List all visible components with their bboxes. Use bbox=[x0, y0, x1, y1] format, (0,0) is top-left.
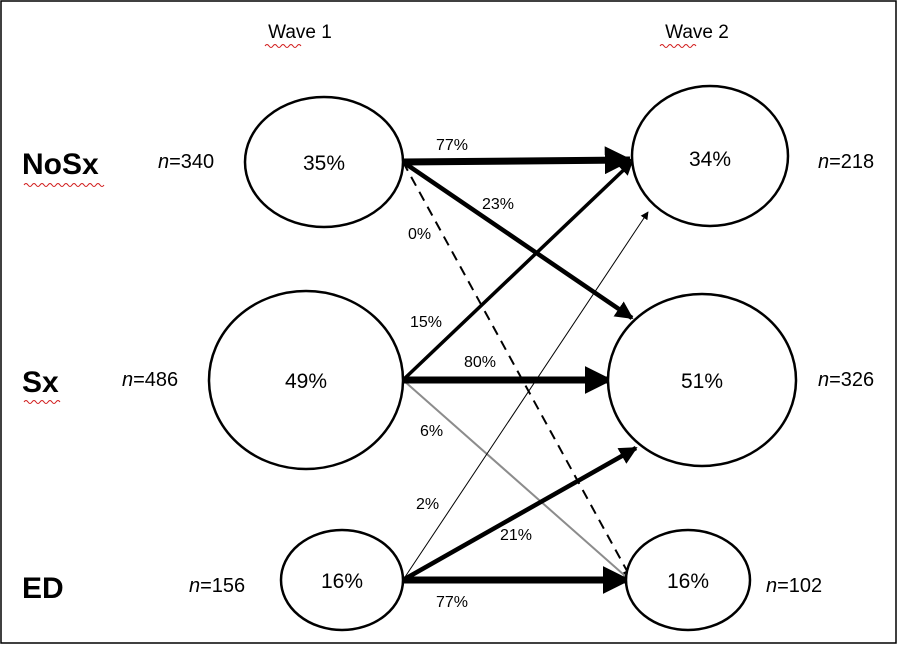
row-label-sx: Sx bbox=[22, 366, 59, 399]
edge-label-ed-to-ed: 77% bbox=[436, 594, 468, 611]
edge-label-nosx-to-sx: 23% bbox=[482, 196, 514, 213]
node-wave2-sx: 51% bbox=[606, 292, 798, 468]
n-label-wave1-ed: n=156 bbox=[189, 575, 245, 597]
edge-label-nosx-to-ed: 0% bbox=[408, 226, 431, 243]
node-wave1-sx: 49% bbox=[207, 289, 405, 471]
node-wave1-nosx: 35% bbox=[243, 95, 405, 229]
n-label-wave1-nosx: n=340 bbox=[158, 151, 214, 173]
edge-label-nosx-to-nosx: 77% bbox=[436, 137, 468, 154]
node-wave2-ed: 16% bbox=[624, 528, 752, 632]
n-label-wave2-ed: n=102 bbox=[766, 575, 822, 597]
node-wave2-nosx: 34% bbox=[630, 84, 790, 228]
edge-ed-to-sx bbox=[401, 446, 638, 582]
edge-label-sx-to-nosx: 15% bbox=[410, 314, 442, 331]
node-wave1-ed-pct: 16% bbox=[321, 570, 363, 593]
edge-label-ed-to-sx: 21% bbox=[500, 527, 532, 544]
node-wave1-sx-pct: 49% bbox=[285, 370, 327, 393]
edge-sx-to-ed bbox=[402, 379, 633, 583]
wave1-header: Wave 1 bbox=[268, 22, 332, 43]
wave1-spellcheck-underline bbox=[264, 44, 302, 48]
node-wave1-nosx-pct: 35% bbox=[303, 152, 345, 175]
edge-nosx-to-nosx bbox=[402, 146, 633, 175]
wave2-spellcheck-underline bbox=[659, 44, 697, 48]
node-wave2-nosx-pct: 34% bbox=[689, 148, 731, 171]
edge-ed-to-nosx bbox=[402, 211, 649, 581]
n-label-wave1-sx: n=486 bbox=[122, 369, 178, 391]
edge-label-sx-to-sx: 80% bbox=[464, 354, 496, 371]
row-label-nosx: NoSx bbox=[22, 148, 99, 181]
edge-label-sx-to-ed: 6% bbox=[420, 423, 443, 440]
edge-nosx-to-sx bbox=[401, 160, 634, 320]
node-wave1-ed: 16% bbox=[279, 528, 405, 632]
n-label-wave2-nosx: n=218 bbox=[818, 151, 874, 173]
node-wave2-sx-pct: 51% bbox=[681, 370, 723, 393]
edge-label-ed-to-nosx: 2% bbox=[416, 496, 439, 513]
n-label-wave2-sx: n=326 bbox=[818, 369, 874, 391]
edge-sx-to-nosx bbox=[401, 160, 634, 382]
edge-nosx-to-ed bbox=[402, 161, 633, 582]
sx-spellcheck-underline bbox=[23, 400, 61, 404]
nosx-spellcheck-underline bbox=[23, 183, 105, 187]
wave2-header: Wave 2 bbox=[665, 22, 729, 43]
node-wave2-ed-pct: 16% bbox=[667, 570, 709, 593]
row-label-ed: ED bbox=[22, 572, 64, 605]
